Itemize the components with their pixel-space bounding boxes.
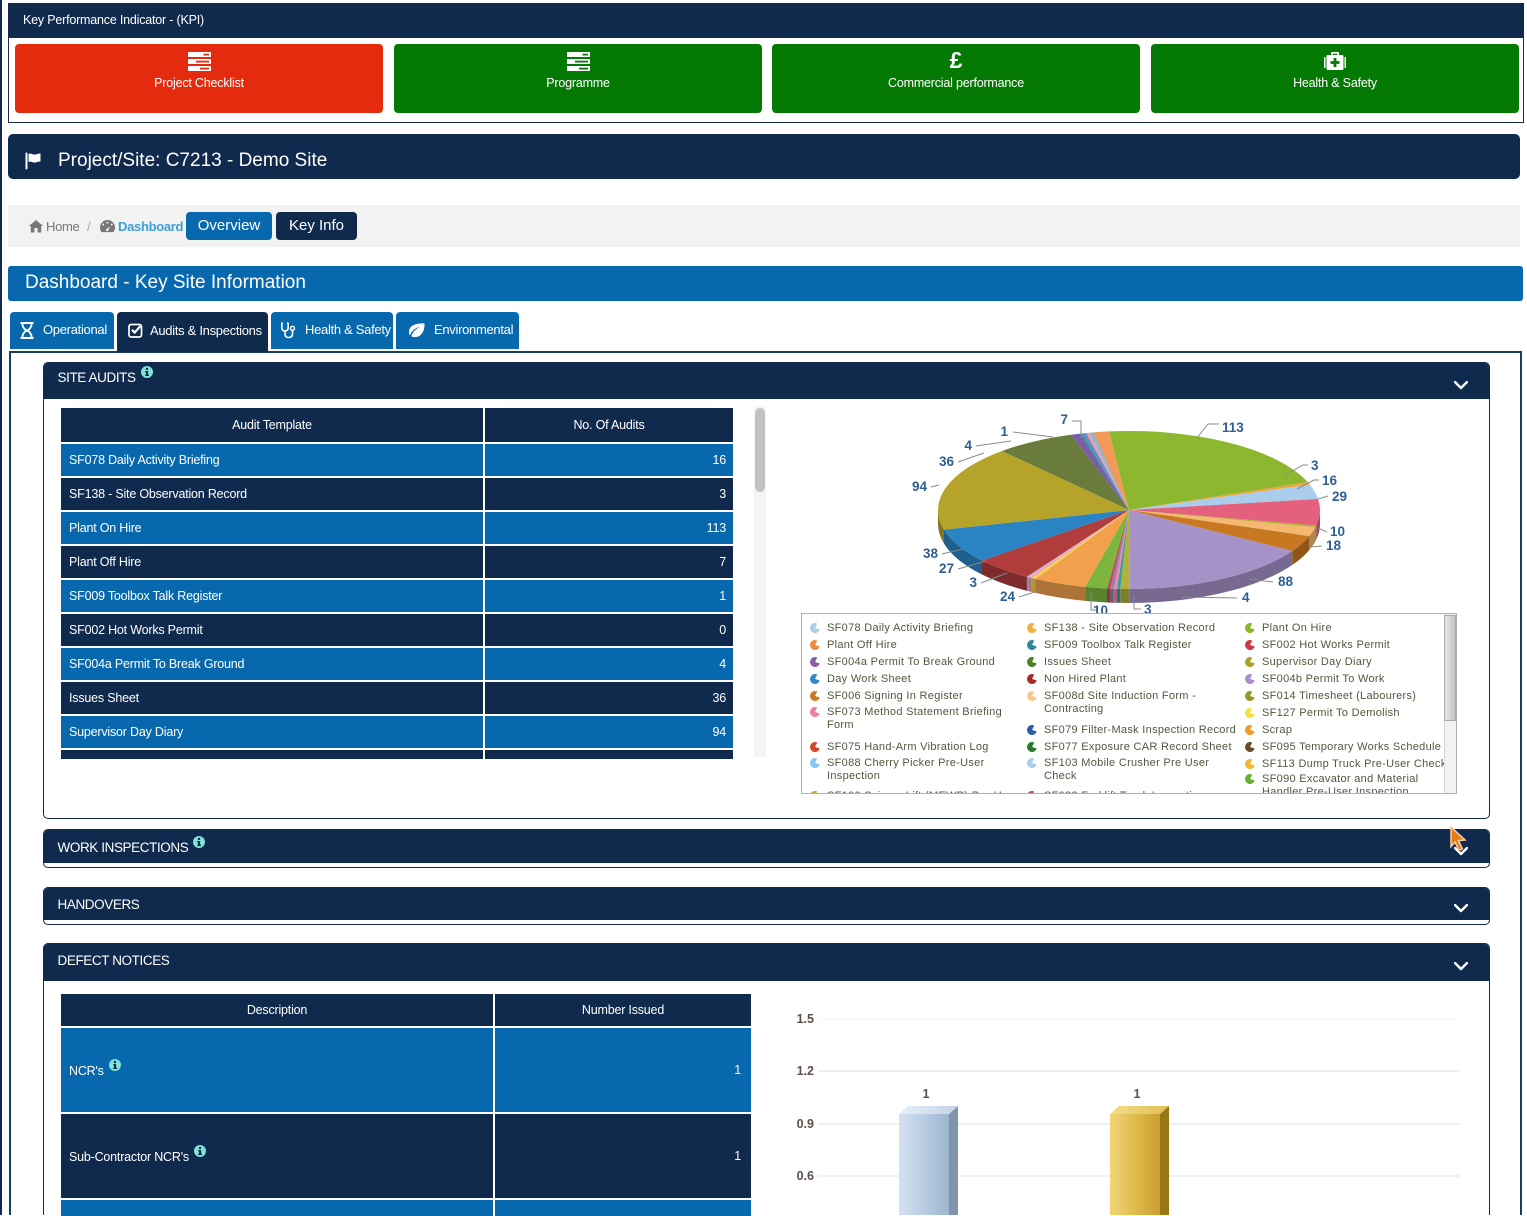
svg-text:1.2: 1.2	[797, 1064, 814, 1078]
svg-text:10: 10	[1330, 524, 1345, 539]
svg-text:113: 113	[1222, 420, 1244, 435]
svg-text:0.6: 0.6	[797, 1169, 814, 1183]
svg-text:16: 16	[1322, 473, 1338, 488]
svg-text:29: 29	[1332, 489, 1347, 504]
svg-text:1.5: 1.5	[797, 1012, 814, 1026]
svg-text:38: 38	[923, 546, 939, 561]
svg-text:18: 18	[1326, 538, 1342, 553]
svg-text:88: 88	[1278, 574, 1294, 589]
svg-text:1: 1	[923, 1087, 930, 1101]
svg-text:3: 3	[1144, 602, 1152, 617]
svg-text:1: 1	[1134, 1087, 1141, 1101]
svg-text:94: 94	[912, 479, 928, 494]
svg-text:0.9: 0.9	[797, 1117, 814, 1131]
svg-text:36: 36	[939, 454, 955, 469]
svg-text:27: 27	[939, 561, 954, 576]
svg-text:3: 3	[969, 575, 977, 590]
svg-text:4: 4	[1242, 590, 1250, 605]
svg-text:3: 3	[1311, 458, 1319, 473]
svg-text:4: 4	[964, 438, 972, 453]
svg-text:24: 24	[1000, 589, 1016, 604]
svg-text:1: 1	[1000, 424, 1008, 439]
svg-text:7: 7	[1060, 412, 1068, 427]
